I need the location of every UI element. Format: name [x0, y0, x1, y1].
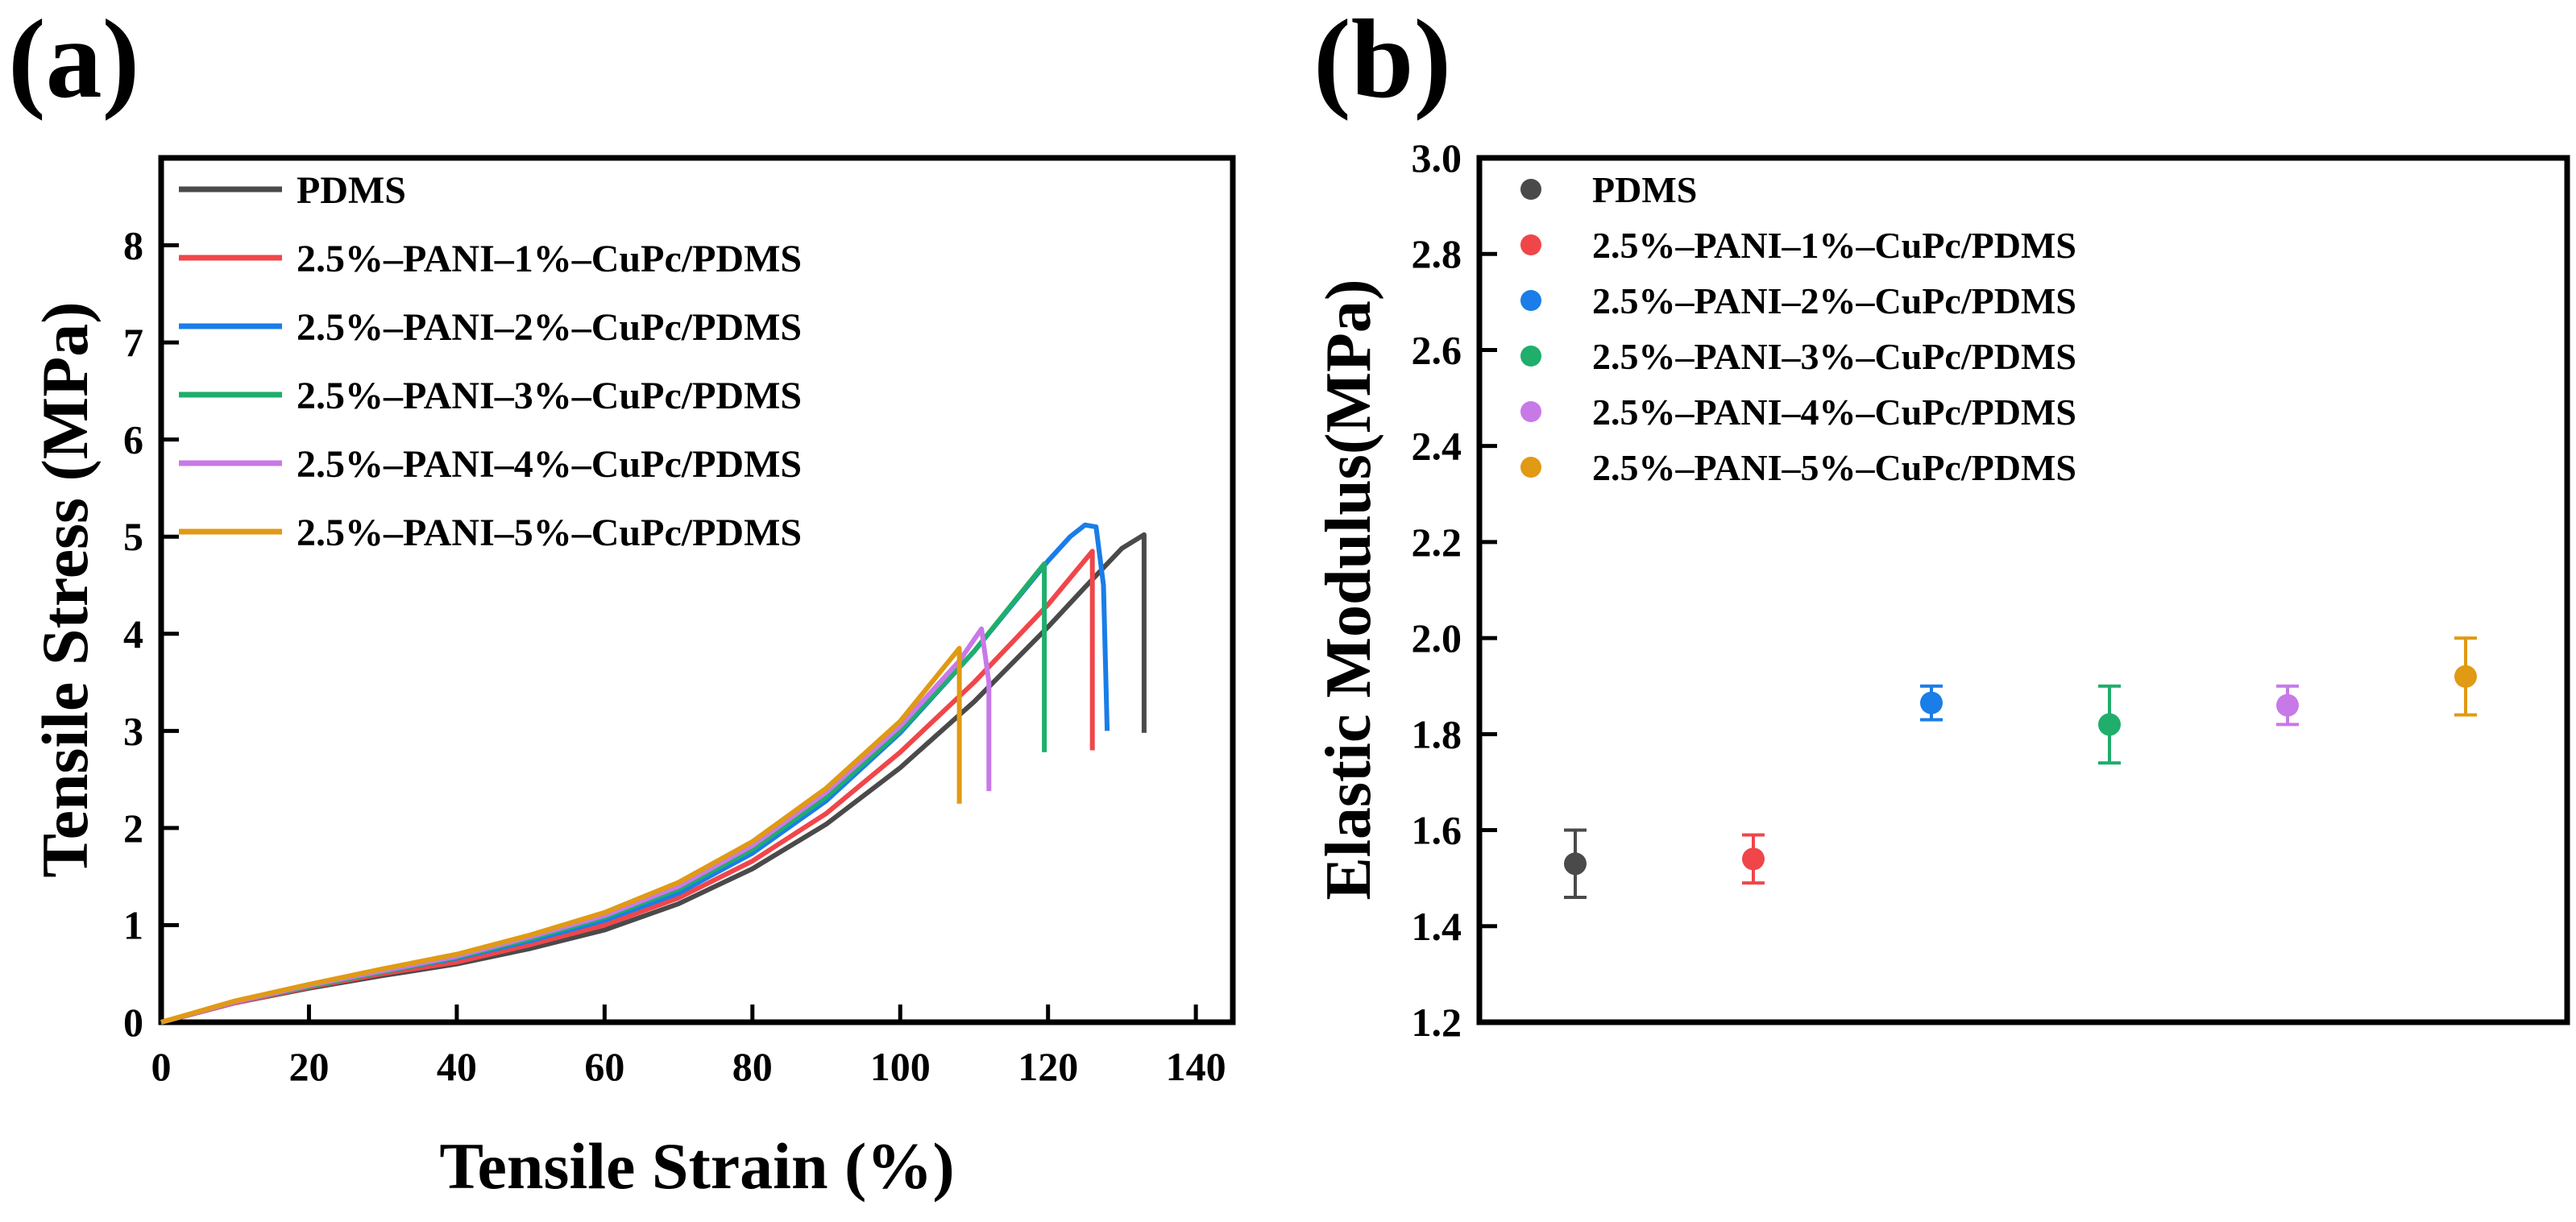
legend-marker-2-5-pani-4-cupc-pdms: [1520, 401, 1541, 422]
legend-marker-2-5-pani-2-cupc-pdms: [1520, 290, 1541, 311]
x-tick-label-a: 0: [151, 1044, 172, 1089]
plot-frame-a: [158, 155, 1236, 1025]
data-point-2-5-pani-3-cupc-pdms: [2098, 684, 2121, 765]
point-marker: [1920, 691, 1943, 715]
y-tick-label-b: 2.8: [1412, 231, 1462, 276]
legend-label-a: 2.5%–PANI–5%–CuPc/PDMS: [297, 512, 802, 554]
y-tick-label-a: 3: [123, 708, 143, 753]
legend-label-b: PDMS: [1592, 169, 1697, 210]
series-line-2-5-pani-5-cupc-pdms: [160, 645, 962, 1025]
axis-ticks-a: 0 20 40 60 80 100 120 140 0 1 2 3 4 5 6 7 8: [123, 223, 1226, 1089]
legend-label-a: 2.5%–PANI–3%–CuPc/PDMS: [297, 375, 802, 417]
legend-marker-2-5-pani-3-cupc-pdms: [1520, 346, 1541, 367]
series-line-2-5-pani-3-cupc-pdms: [160, 561, 1047, 1025]
legend-label-a: 2.5%–PANI–2%–CuPc/PDMS: [297, 306, 802, 349]
legend-label-a: PDMS: [297, 169, 406, 212]
y-tick-label-b: 2.0: [1412, 615, 1462, 661]
x-tick-label-a: 40: [437, 1044, 477, 1089]
data-point-pdms: [1564, 828, 1587, 900]
y-tick-label-a: 5: [123, 514, 143, 559]
data-point-2-5-pani-5-cupc-pdms: [2454, 636, 2477, 717]
elastic-modulus-chart: 1.2 1.4 1.6 1.8 2.0 2.2 2.4 2.6 2.8 3.0 PDMS 2.5%–…: [1313, 135, 2570, 1045]
y-tick-label-a: 0: [123, 1000, 143, 1045]
x-axis-label-a: Tensile Strain (%): [439, 1129, 954, 1203]
data-point-2-5-pani-2-cupc-pdms: [1920, 684, 1943, 722]
point-marker: [2098, 713, 2121, 736]
series-line-pdms: [160, 532, 1147, 1025]
y-tick-label-b: 1.2: [1412, 1000, 1462, 1045]
y-tick-label-b: 3.0: [1412, 135, 1462, 180]
y-tick-label-b: 2.4: [1412, 424, 1462, 469]
series-line-2-5-pani-4-cupc-pdms: [160, 626, 992, 1025]
y-axis-label-b: Elastic Modulus(MPa): [1313, 279, 1384, 900]
x-tick-label-a: 60: [584, 1044, 624, 1089]
point-marker: [1742, 847, 1765, 871]
plot-frame-b: [1476, 155, 2570, 1025]
y-tick-label-b: 2.2: [1412, 520, 1462, 565]
x-tick-label-a: 100: [870, 1044, 931, 1089]
legend-label-b: 2.5%–PANI–3%–CuPc/PDMS: [1592, 336, 2076, 377]
legend-marker-2-5-pani-1-cupc-pdms: [1520, 234, 1541, 255]
y-tick-label-a: 1: [123, 902, 143, 947]
legend-a: PDMS 2.5%–PANI–1%–CuPc/PDMS 2.5%–PANI–2%–C…: [179, 169, 802, 554]
series-points-b: [1564, 636, 2477, 900]
panel-label-a: (a): [8, 0, 139, 122]
point-marker: [2276, 694, 2299, 717]
axis-ticks-b: 1.2 1.4 1.6 1.8 2.0 2.2 2.4 2.6 2.8 3.0: [1412, 135, 1497, 1045]
x-tick-label-a: 80: [732, 1044, 773, 1089]
legend-label-a: 2.5%–PANI–4%–CuPc/PDMS: [297, 443, 802, 486]
y-tick-label-a: 7: [123, 320, 143, 365]
y-tick-label-b: 1.4: [1412, 904, 1462, 949]
series-line-2-5-pani-2-cupc-pdms: [160, 522, 1110, 1025]
legend-label-a: 2.5%–PANI–1%–CuPc/PDMS: [297, 238, 802, 280]
y-axis-label-a: Tensile Stress (MPa): [28, 301, 102, 877]
y-tick-label-a: 6: [123, 417, 143, 462]
data-point-2-5-pani-4-cupc-pdms: [2276, 684, 2299, 727]
y-tick-label-a: 8: [123, 223, 143, 268]
legend-b: PDMS 2.5%–PANI–1%–CuPc/PDMS 2.5%–PANI–2%–C…: [1520, 169, 2076, 488]
series-line-2-5-pani-1-cupc-pdms: [160, 549, 1095, 1025]
y-tick-label-b: 2.6: [1412, 327, 1462, 372]
y-tick-label-a: 2: [123, 806, 143, 851]
legend-marker-pdms: [1520, 179, 1541, 200]
y-tick-label-a: 4: [123, 611, 143, 657]
legend-label-b: 2.5%–PANI–5%–CuPc/PDMS: [1592, 447, 2076, 488]
x-tick-label-a: 140: [1166, 1044, 1226, 1089]
legend-label-b: 2.5%–PANI–1%–CuPc/PDMS: [1592, 225, 2076, 266]
panel-label-b: (b): [1313, 0, 1451, 122]
legend-label-b: 2.5%–PANI–2%–CuPc/PDMS: [1592, 280, 2076, 321]
x-tick-label-a: 20: [288, 1044, 329, 1089]
y-tick-label-b: 1.8: [1412, 711, 1462, 756]
x-tick-label-a: 120: [1018, 1044, 1078, 1089]
legend-label-b: 2.5%–PANI–4%–CuPc/PDMS: [1592, 391, 2076, 433]
data-point-2-5-pani-1-cupc-pdms: [1742, 833, 1765, 885]
tensile-stress-strain-chart: 0 20 40 60 80 100 120 140 0 1 2 3 4 5 6 7 8 PDMS 2.5%–PAN…: [28, 155, 1236, 1203]
series-lines-a: [160, 522, 1147, 1025]
point-marker: [2454, 665, 2477, 688]
y-tick-label-b: 1.6: [1412, 808, 1462, 853]
point-marker: [1564, 852, 1587, 876]
legend-marker-2-5-pani-5-cupc-pdms: [1520, 457, 1541, 478]
